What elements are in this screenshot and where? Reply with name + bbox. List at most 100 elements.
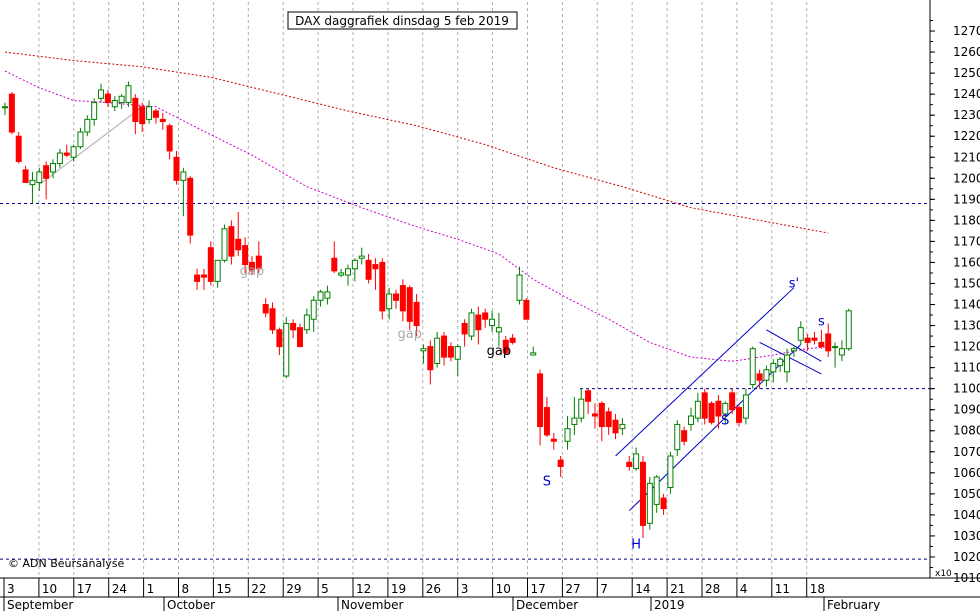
candle-up — [790, 348, 797, 352]
trend-line — [615, 287, 795, 457]
x-tick-label: 11 — [775, 582, 790, 596]
candle-up — [221, 228, 228, 261]
y-tick-label: 1020 — [953, 550, 980, 564]
candle-up — [653, 476, 660, 505]
y-tick-label: 1010 — [953, 571, 980, 585]
x-tick-label: 29 — [286, 582, 301, 596]
candle-down — [331, 257, 338, 272]
candle-down — [427, 346, 434, 371]
candle-down — [399, 285, 406, 312]
x-tick-label: 18 — [810, 582, 825, 596]
candle-down — [228, 226, 235, 257]
candle-down — [715, 400, 722, 417]
month-label: September — [7, 598, 73, 611]
chart-title: DAX daggrafiek dinsdag 5 feb 2019 — [295, 14, 509, 28]
candle-down — [269, 308, 276, 331]
candle-up — [578, 398, 585, 419]
y-tick-label: 1030 — [953, 529, 980, 543]
candle-down — [365, 259, 372, 280]
trend-line — [766, 329, 822, 362]
x-tick-label: 8 — [182, 582, 190, 596]
candle-up — [125, 85, 132, 104]
y-tick-label: 1080 — [953, 424, 980, 438]
x-tick-label: 15 — [216, 582, 231, 596]
candle-up — [91, 102, 98, 120]
candle-up — [763, 369, 770, 381]
candle-up — [770, 362, 777, 373]
trend-line — [759, 341, 822, 375]
candle-down — [537, 373, 544, 428]
annotation-label: s' — [789, 277, 799, 292]
candle-down — [173, 156, 180, 181]
candle-down — [200, 274, 207, 278]
y-tick-label: 1190 — [953, 192, 980, 206]
candle-down — [235, 238, 242, 251]
moving-average-fast — [4, 70, 829, 362]
candle-down — [242, 245, 249, 266]
candle-up — [283, 322, 290, 377]
x-tick-label: 10 — [42, 582, 57, 596]
candle-down — [248, 261, 255, 272]
candle-down — [626, 461, 633, 468]
x-tick-label: 10 — [496, 582, 511, 596]
candle-down — [441, 335, 448, 358]
candle-up — [667, 455, 674, 489]
candle-up — [832, 346, 839, 349]
candle-up — [358, 255, 365, 259]
y-tick-label: 1100 — [953, 382, 980, 396]
month-label: November — [341, 598, 403, 611]
candle-up — [420, 348, 427, 352]
candle-up — [434, 337, 441, 364]
y-tick-label: 1210 — [953, 150, 980, 164]
y-tick-label: 1070 — [953, 445, 980, 459]
candle-down — [461, 322, 468, 335]
candle-up — [310, 299, 317, 320]
candle-down — [729, 392, 736, 411]
y-tick-label: 1230 — [953, 108, 980, 122]
annotations: gap gap gap S H Ss' s — [240, 264, 825, 552]
y-tick-label: 1060 — [953, 466, 980, 480]
candle-down — [639, 461, 646, 526]
x-tick-label: 7 — [600, 582, 608, 596]
candle-down — [612, 419, 619, 434]
candle-down — [413, 301, 420, 327]
candle-up — [77, 131, 84, 148]
candle-up — [454, 346, 461, 360]
candle-down — [585, 390, 592, 402]
candle-down — [660, 497, 667, 510]
month-label: February — [827, 598, 880, 611]
y-tick-label: 1160 — [953, 255, 980, 269]
candle-down — [557, 459, 564, 468]
candle-up — [838, 348, 845, 356]
candle-down — [207, 247, 214, 282]
candle-up — [303, 314, 310, 331]
candle-down — [482, 312, 489, 320]
candle-down — [736, 407, 743, 423]
candle-down — [543, 407, 550, 436]
candle-up — [111, 99, 118, 108]
candle-down — [139, 106, 146, 125]
candle-up — [345, 268, 351, 276]
grid — [38, 2, 808, 578]
candle-up — [530, 352, 537, 356]
x-tick-label: 5 — [321, 582, 329, 596]
y-tick-label: 1130 — [953, 319, 980, 333]
candle-up — [516, 274, 523, 301]
x-tick-label: 17 — [531, 582, 546, 596]
candle-down — [22, 169, 29, 184]
month-label: 2019 — [654, 598, 685, 611]
candle-down — [187, 177, 194, 236]
candle-down — [550, 438, 557, 442]
y-tick-label: 1270 — [953, 24, 980, 38]
x-tick-label: 21 — [670, 582, 685, 596]
candle-up — [797, 327, 804, 341]
y-tick-label: 1120 — [953, 340, 980, 354]
candle-up — [351, 259, 358, 270]
candle-up — [564, 428, 571, 442]
x-tick-label: 24 — [112, 582, 127, 596]
annotation-label: H — [631, 538, 641, 553]
y-tick-label: 1040 — [953, 508, 980, 522]
